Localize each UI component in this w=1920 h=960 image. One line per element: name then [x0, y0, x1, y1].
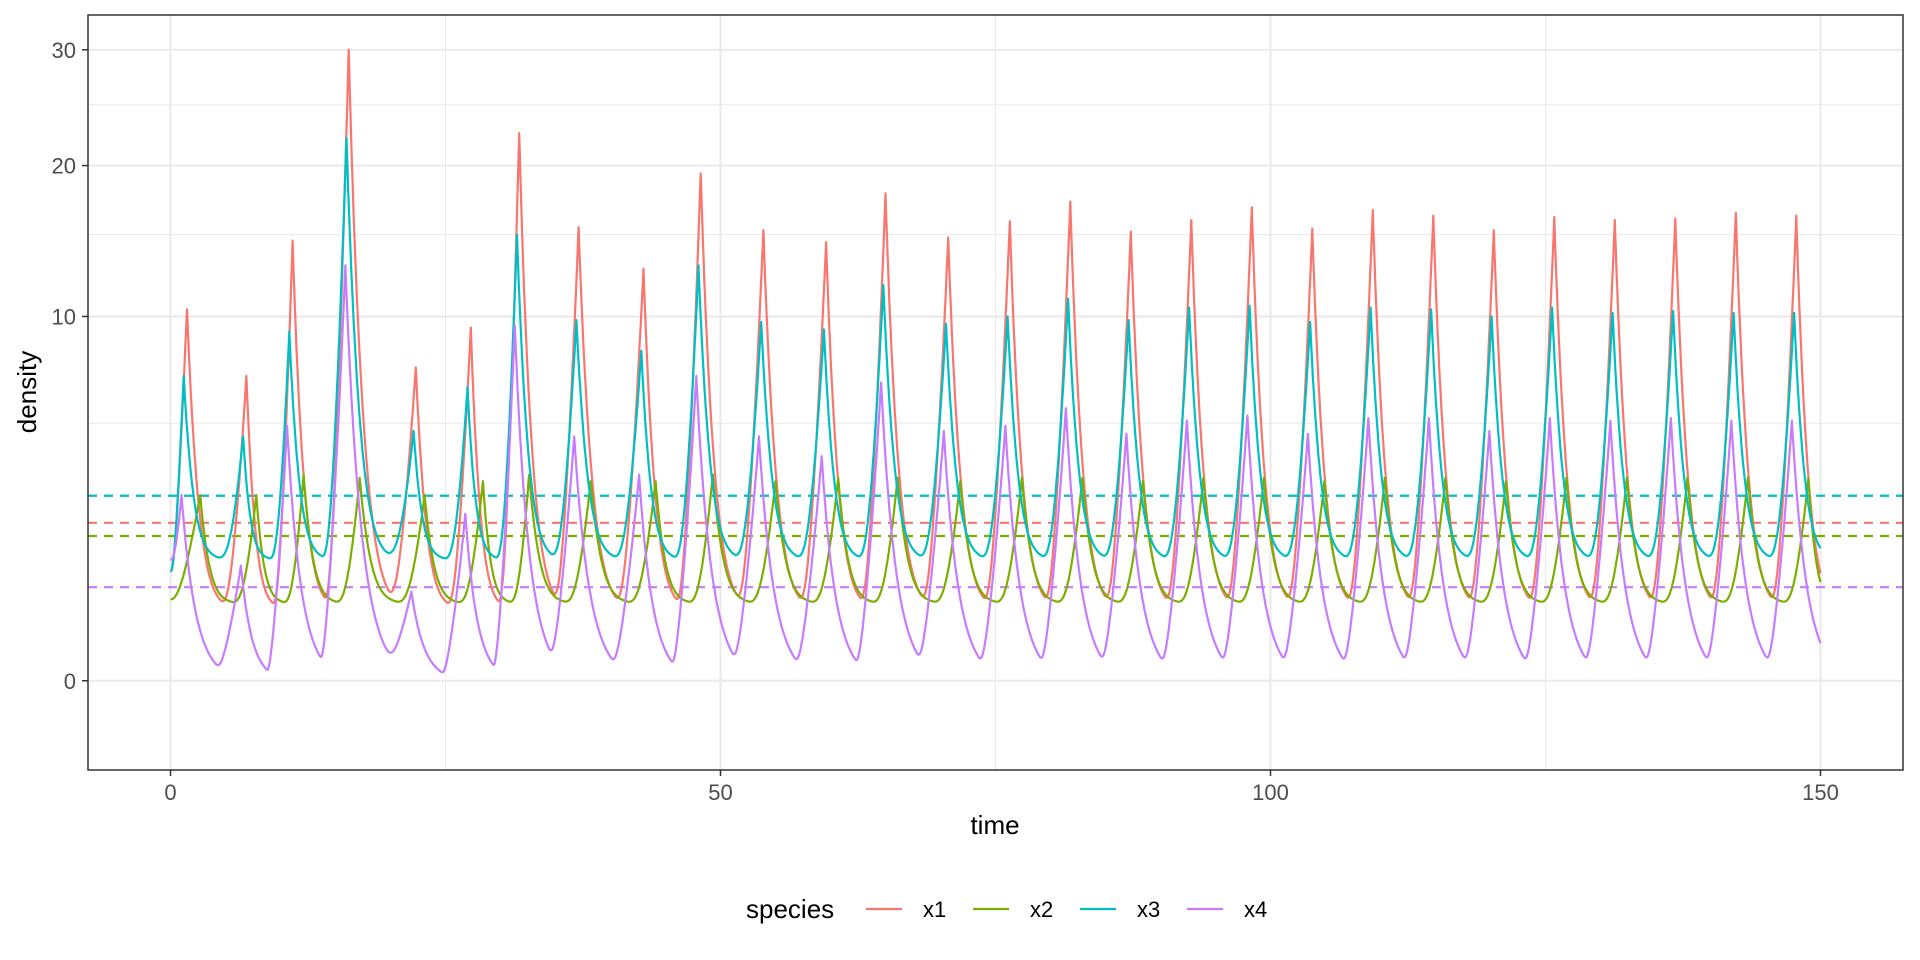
x-tick-label: 150: [1802, 780, 1839, 805]
minor-gridlines: [88, 15, 1903, 770]
y-tick-label: 10: [52, 304, 76, 329]
legend-label-x1: x1: [923, 897, 946, 922]
series-line-x3: [169, 136, 1822, 573]
series-line-x2: [170, 473, 1822, 604]
x-axis-title: time: [970, 810, 1019, 840]
y-tick-label: 30: [52, 38, 76, 63]
series-lines: [169, 48, 1822, 674]
legend: species x1 x2 x3 x4: [746, 894, 1267, 924]
panel-border: [87, 14, 1904, 771]
x-tick-label: 0: [164, 780, 176, 805]
x-axis: 0 50 100 150: [164, 770, 1839, 805]
legend-label-x2: x2: [1030, 897, 1053, 922]
y-tick-label: 0: [64, 669, 76, 694]
x-tick-label: 50: [708, 780, 732, 805]
y-axis: 0 10 20 30: [52, 38, 88, 694]
y-tick-label: 20: [52, 154, 76, 179]
legend-label-x4: x4: [1244, 897, 1267, 922]
legend-title: species: [746, 894, 834, 924]
legend-label-x3: x3: [1137, 897, 1160, 922]
x-tick-label: 100: [1252, 780, 1289, 805]
y-axis-title: density: [12, 351, 42, 433]
series-line-x4: [170, 264, 1822, 674]
major-gridlines: [88, 15, 1903, 770]
